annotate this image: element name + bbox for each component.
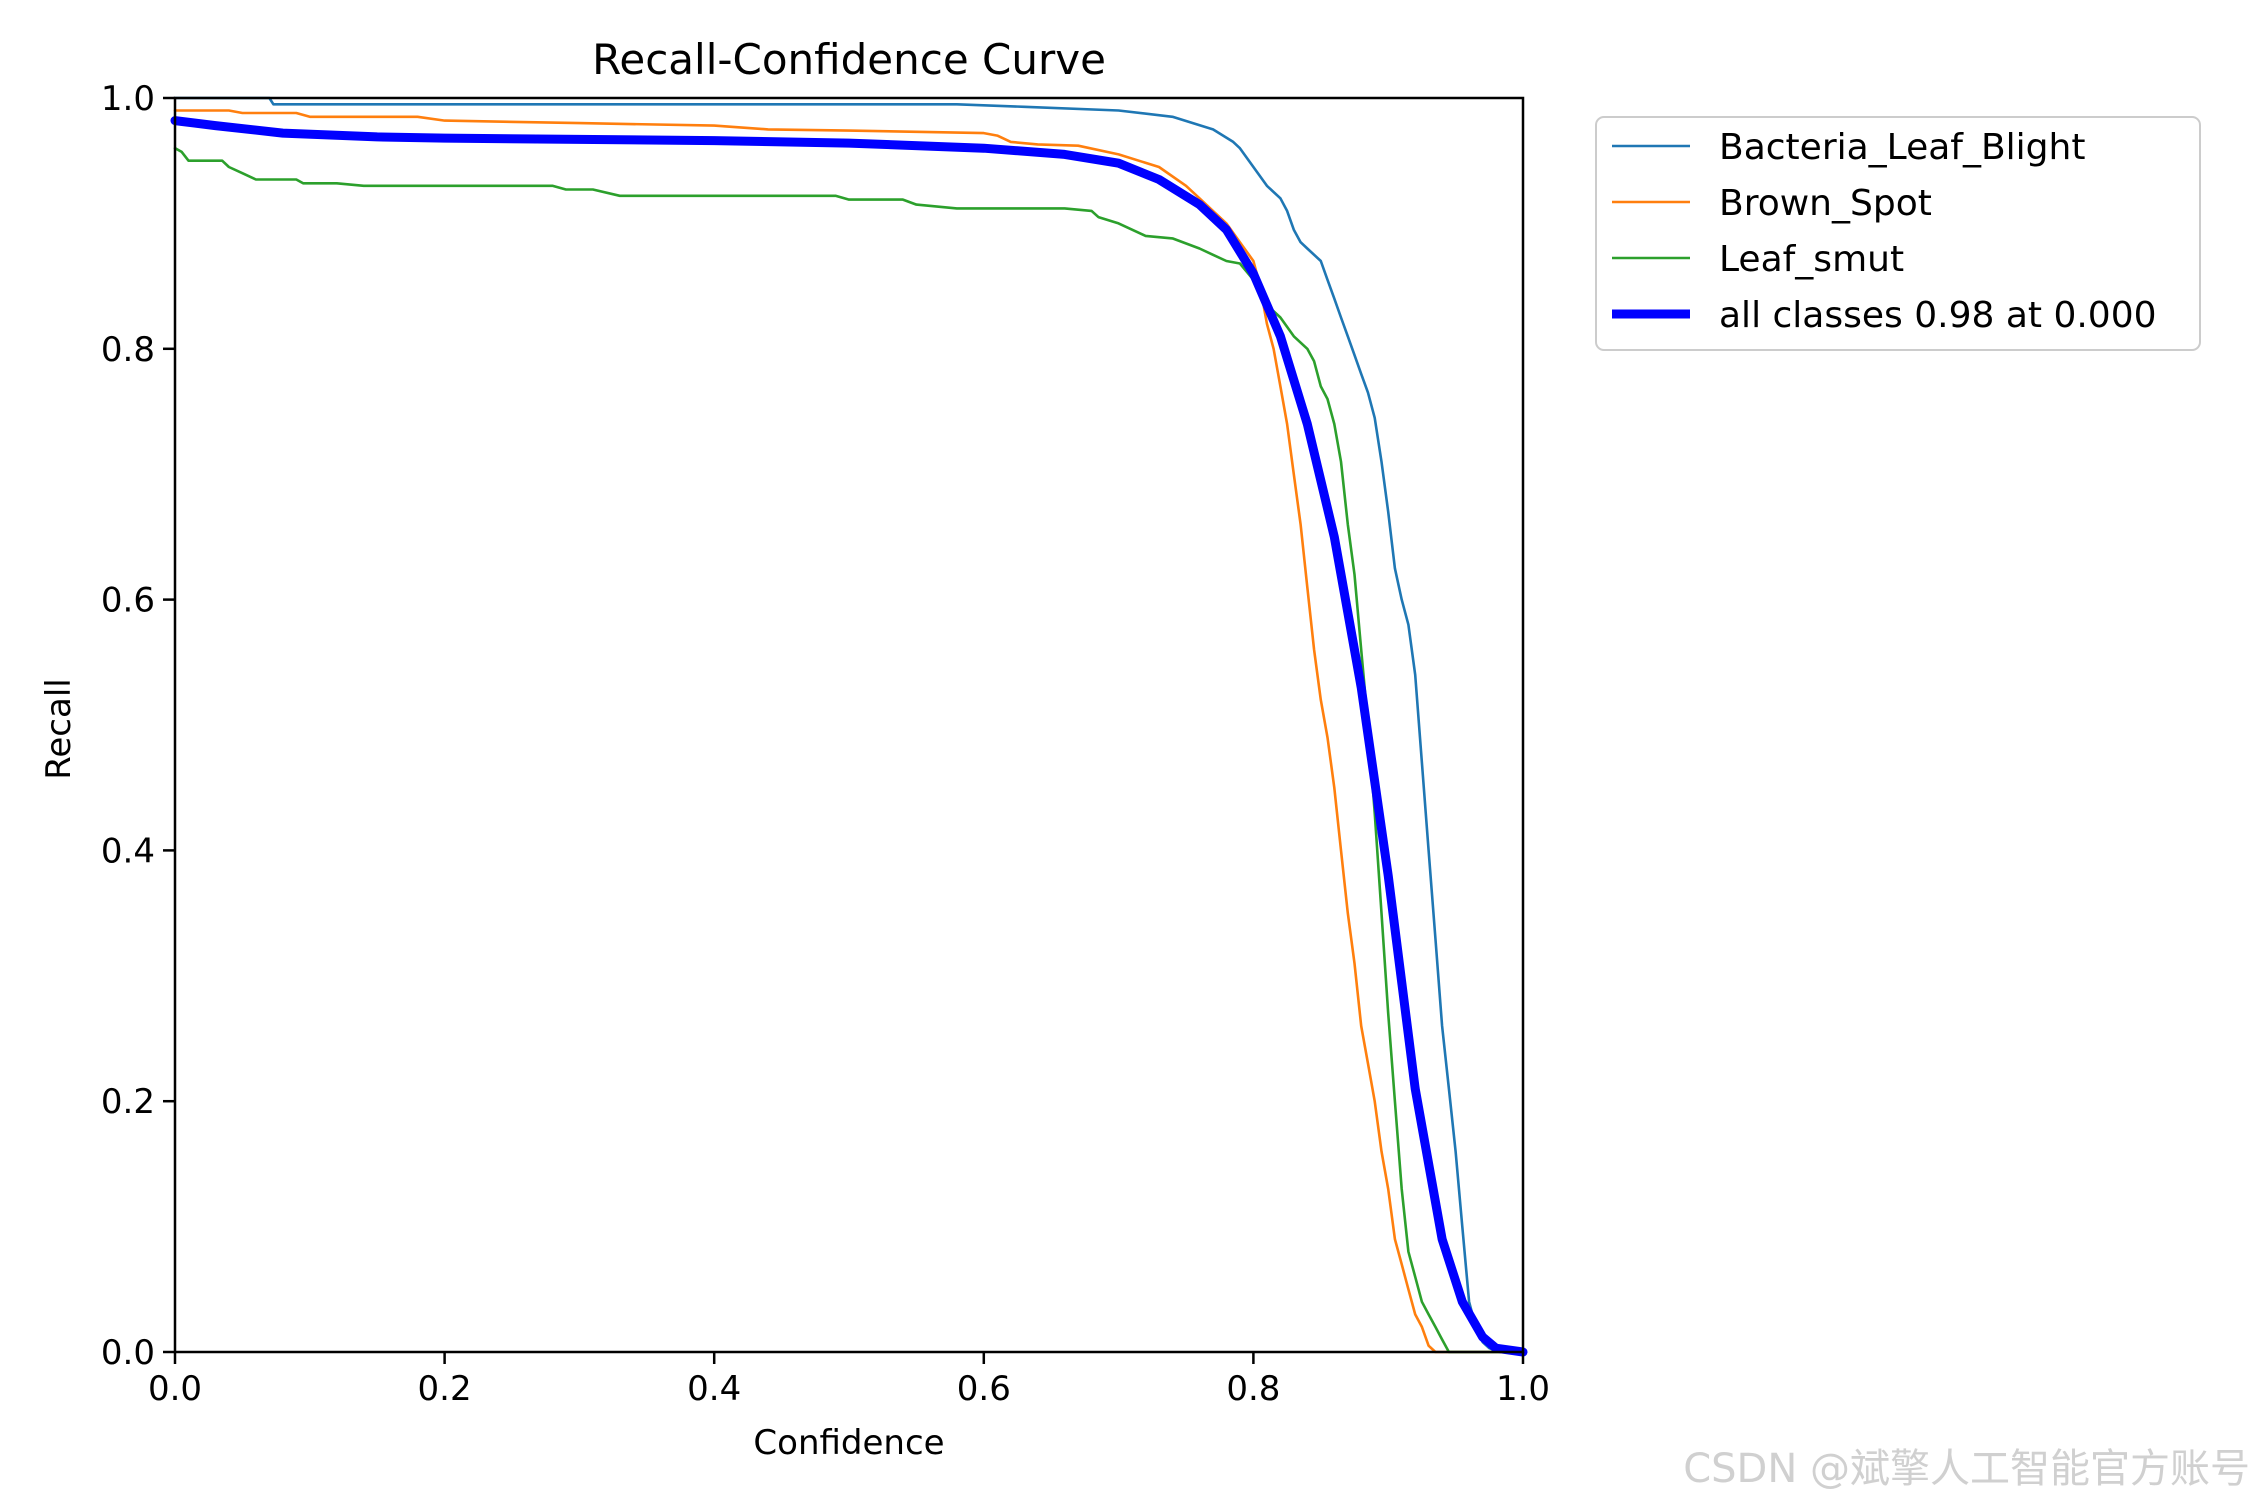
plot-area (170, 96, 1528, 1357)
y-tick-label: 0.0 (101, 1333, 155, 1373)
legend-entry-label: Leaf_smut (1719, 239, 1904, 280)
x-tick-label: 0.4 (687, 1369, 741, 1409)
x-axis: 0.0 0.2 0.4 0.6 0.8 1.0 (148, 1352, 1550, 1409)
y-tick-label: 1.0 (101, 79, 155, 119)
legend-entry-label: Bacteria_Leaf_Blight (1719, 127, 2085, 168)
y-axis: 0.0 0.2 0.4 0.6 0.8 1.0 (101, 79, 175, 1373)
series-line-bacteria-leaf-blight (173, 96, 1525, 1354)
watermark: CSDN @斌擎人工智能官方账号 (1683, 1446, 2250, 1492)
legend-entry-label: Brown_Spot (1719, 183, 1932, 224)
y-tick-label: 0.8 (101, 330, 155, 370)
x-tick-label: 1.0 (1496, 1369, 1550, 1409)
y-tick-label: 0.2 (101, 1082, 155, 1122)
series-line-leaf-smut (173, 146, 1525, 1354)
plot-frame (173, 96, 1525, 1354)
y-axis-label: Recall (39, 678, 79, 779)
x-tick-label: 0.0 (148, 1369, 202, 1409)
x-tick-label: 0.8 (1226, 1369, 1280, 1409)
legend-entry-label: all classes 0.98 at 0.000 (1719, 295, 2157, 336)
x-axis-label: Confidence (753, 1423, 944, 1463)
x-tick-label: 0.6 (957, 1369, 1011, 1409)
y-tick-label: 0.4 (101, 831, 155, 871)
legend: Bacteria_Leaf_Blight Brown_Spot Leaf_smuta… (1595, 116, 2201, 351)
series-line-all-classes-0-98-at-0-000 (170, 116, 1528, 1357)
legend-frame (1595, 116, 2201, 351)
y-tick-label: 0.6 (101, 581, 155, 621)
chart-title: Recall-Confidence Curve (592, 35, 1106, 84)
series-line-brown-spot (173, 109, 1525, 1354)
x-tick-label: 0.2 (418, 1369, 472, 1409)
